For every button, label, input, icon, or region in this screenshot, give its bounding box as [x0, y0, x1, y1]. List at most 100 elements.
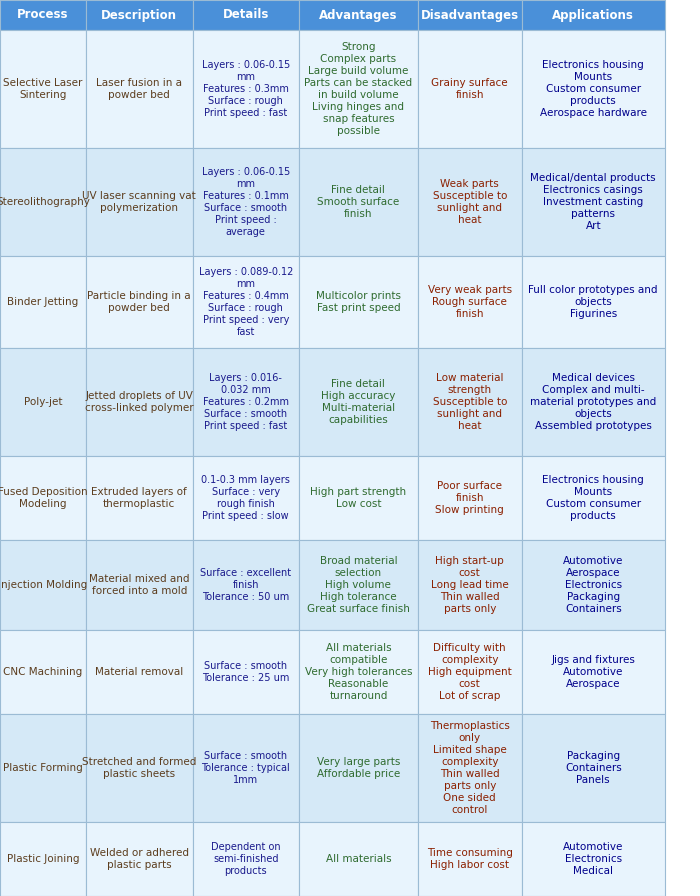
Text: Packaging
Containers
Panels: Packaging Containers Panels: [565, 751, 622, 785]
Text: Plastic Forming: Plastic Forming: [4, 763, 83, 773]
Text: Medical/dental products
Electronics casings
Investment casting
patterns
Art: Medical/dental products Electronics casi…: [531, 173, 656, 231]
Text: Applications: Applications: [552, 8, 634, 22]
Text: Stereolithography: Stereolithography: [0, 197, 90, 207]
Bar: [299, 0, 418, 30]
Text: Multicolor prints
Fast print speed: Multicolor prints Fast print speed: [316, 291, 401, 313]
Bar: [522, 255, 665, 348]
Bar: [522, 348, 665, 456]
Bar: [0, 148, 86, 255]
Text: Injection Molding: Injection Molding: [0, 580, 88, 590]
Text: Dependent on
semi-finished
products: Dependent on semi-finished products: [211, 842, 281, 876]
Text: Surface : smooth
Tolerance : typical
1mm: Surface : smooth Tolerance : typical 1mm: [202, 751, 290, 785]
Text: Low material
strength
Susceptible to
sunlight and
heat: Low material strength Susceptible to sun…: [433, 373, 507, 431]
Text: Strong
Complex parts
Large build volume
Parts can be stacked
in build volume
Liv: Strong Complex parts Large build volume …: [304, 42, 412, 136]
Bar: [193, 348, 299, 456]
Text: Extruded layers of
thermoplastic: Extruded layers of thermoplastic: [92, 487, 187, 509]
Text: Material mixed and
forced into a mold: Material mixed and forced into a mold: [89, 574, 190, 596]
Bar: [299, 148, 418, 255]
Text: Very weak parts
Rough surface
finish: Very weak parts Rough surface finish: [428, 285, 512, 319]
Text: CNC Machining: CNC Machining: [4, 668, 83, 677]
Text: All materials: All materials: [326, 854, 391, 864]
Bar: [86, 0, 192, 30]
Text: Fine detail
Smooth surface
finish: Fine detail Smooth surface finish: [317, 185, 400, 219]
Bar: [86, 255, 192, 348]
Bar: [86, 456, 192, 540]
Text: Weak parts
Susceptible to
sunlight and
heat: Weak parts Susceptible to sunlight and h…: [433, 179, 507, 225]
Text: Layers : 0.016-
0.032 mm
Features : 0.2mm
Surface : smooth
Print speed : fast: Layers : 0.016- 0.032 mm Features : 0.2m…: [203, 373, 288, 431]
Bar: [299, 30, 418, 148]
Bar: [86, 30, 192, 148]
Text: Difficulty with
complexity
High equipment
cost
Lot of scrap: Difficulty with complexity High equipmen…: [428, 643, 512, 702]
Text: High part strength
Low cost: High part strength Low cost: [310, 487, 407, 509]
Text: Broad material
selection
High volume
High tolerance
Great surface finish: Broad material selection High volume Hig…: [307, 556, 410, 614]
Bar: [193, 823, 299, 896]
Bar: [86, 148, 192, 255]
Bar: [0, 255, 86, 348]
Text: UV laser scanning vat
polymerization: UV laser scanning vat polymerization: [83, 191, 196, 213]
Bar: [0, 456, 86, 540]
Bar: [522, 540, 665, 630]
Text: Plastic Joining: Plastic Joining: [7, 854, 79, 864]
Text: Medical devices
Complex and multi-
material prototypes and
objects
Assembled pro: Medical devices Complex and multi- mater…: [530, 373, 657, 431]
Bar: [418, 255, 522, 348]
Text: Poor surface
finish
Slow printing: Poor surface finish Slow printing: [435, 481, 504, 515]
Bar: [0, 823, 86, 896]
Bar: [86, 714, 192, 823]
Bar: [299, 540, 418, 630]
Bar: [86, 348, 192, 456]
Text: Thermoplastics
only
Limited shape
complexity
Thin walled
parts only
One sided
co: Thermoplastics only Limited shape comple…: [430, 721, 510, 815]
Bar: [418, 823, 522, 896]
Text: Laser fusion in a
powder bed: Laser fusion in a powder bed: [97, 78, 182, 100]
Text: Stretched and formed
plastic sheets: Stretched and formed plastic sheets: [82, 757, 197, 780]
Bar: [193, 0, 299, 30]
Text: Time consuming
High labor cost: Time consuming High labor cost: [427, 848, 512, 870]
Bar: [418, 630, 522, 714]
Bar: [299, 255, 418, 348]
Bar: [522, 148, 665, 255]
Bar: [193, 630, 299, 714]
Text: Layers : 0.06-0.15
mm
Features : 0.3mm
Surface : rough
Print speed : fast: Layers : 0.06-0.15 mm Features : 0.3mm S…: [202, 60, 290, 118]
Bar: [0, 0, 86, 30]
Bar: [299, 456, 418, 540]
Bar: [193, 30, 299, 148]
Bar: [418, 540, 522, 630]
Text: 0.1-0.3 mm layers
Surface : very
rough finish
Print speed : slow: 0.1-0.3 mm layers Surface : very rough f…: [202, 475, 290, 521]
Bar: [0, 348, 86, 456]
Bar: [522, 630, 665, 714]
Text: Jetted droplets of UV
cross-linked polymer: Jetted droplets of UV cross-linked polym…: [85, 391, 194, 413]
Text: Description: Description: [102, 8, 177, 22]
Text: Selective Laser
Sintering: Selective Laser Sintering: [4, 78, 83, 100]
Bar: [522, 0, 665, 30]
Text: Poly-jet: Poly-jet: [24, 397, 62, 407]
Text: Layers : 0.06-0.15
mm
Features : 0.1mm
Surface : smooth
Print speed :
average: Layers : 0.06-0.15 mm Features : 0.1mm S…: [202, 167, 290, 237]
Bar: [418, 0, 522, 30]
Text: Surface : smooth
Tolerance : 25 um: Surface : smooth Tolerance : 25 um: [202, 661, 289, 684]
Text: High start-up
cost
Long lead time
Thin walled
parts only: High start-up cost Long lead time Thin w…: [430, 556, 509, 614]
Text: Fused Deposition
Modeling: Fused Deposition Modeling: [0, 487, 88, 509]
Bar: [418, 714, 522, 823]
Bar: [86, 540, 192, 630]
Bar: [418, 148, 522, 255]
Text: Advantages: Advantages: [319, 8, 398, 22]
Bar: [299, 348, 418, 456]
Text: Automotive
Electronics
Medical: Automotive Electronics Medical: [563, 842, 624, 876]
Bar: [522, 823, 665, 896]
Text: Details: Details: [223, 8, 269, 22]
Text: Very large parts
Affordable price: Very large parts Affordable price: [316, 757, 400, 780]
Text: Surface : excellent
finish
Tolerance : 50 um: Surface : excellent finish Tolerance : 5…: [200, 568, 291, 602]
Text: Material removal: Material removal: [95, 668, 183, 677]
Text: Particle binding in a
powder bed: Particle binding in a powder bed: [88, 291, 191, 313]
Text: Layers : 0.089-0.12
mm
Features : 0.4mm
Surface : rough
Print speed : very
fast: Layers : 0.089-0.12 mm Features : 0.4mm …: [199, 267, 293, 337]
Bar: [522, 714, 665, 823]
Bar: [0, 540, 86, 630]
Text: Process: Process: [18, 8, 69, 22]
Bar: [299, 630, 418, 714]
Bar: [86, 630, 192, 714]
Bar: [193, 255, 299, 348]
Bar: [418, 348, 522, 456]
Bar: [193, 148, 299, 255]
Text: Binder Jetting: Binder Jetting: [8, 297, 78, 307]
Bar: [299, 714, 418, 823]
Bar: [418, 30, 522, 148]
Text: All materials
compatible
Very high tolerances
Reasonable
turnaround: All materials compatible Very high toler…: [304, 643, 412, 702]
